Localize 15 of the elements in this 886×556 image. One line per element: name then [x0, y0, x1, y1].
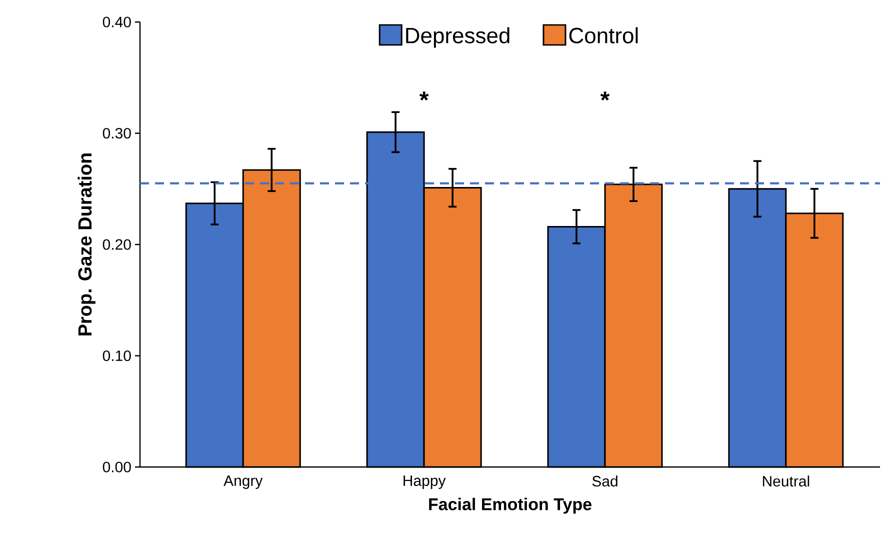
- annotation: *: [600, 92, 610, 101]
- x-axis-title: Facial Emotion Type: [429, 498, 592, 514]
- x-tick-label: Angry: [224, 476, 263, 489]
- legend-label: Depressed: [406, 27, 510, 48]
- y-tick-label: 0.20: [102, 239, 131, 250]
- y-tick-label: 0.30: [102, 128, 131, 139]
- x-tick-label: Happy: [404, 476, 446, 489]
- x-tick-label: Neutral: [762, 476, 810, 487]
- y-tick-label: 0.00: [102, 462, 131, 472]
- y-tick-label: 0.40: [102, 16, 131, 28]
- y-tick-label: 0.10: [102, 350, 131, 362]
- legend-label: Control: [569, 27, 638, 44]
- annotation: *: [419, 92, 429, 101]
- y-axis-title: Prop. Gaze Duration: [78, 153, 96, 336]
- x-tick-label: Sad: [592, 476, 618, 487]
